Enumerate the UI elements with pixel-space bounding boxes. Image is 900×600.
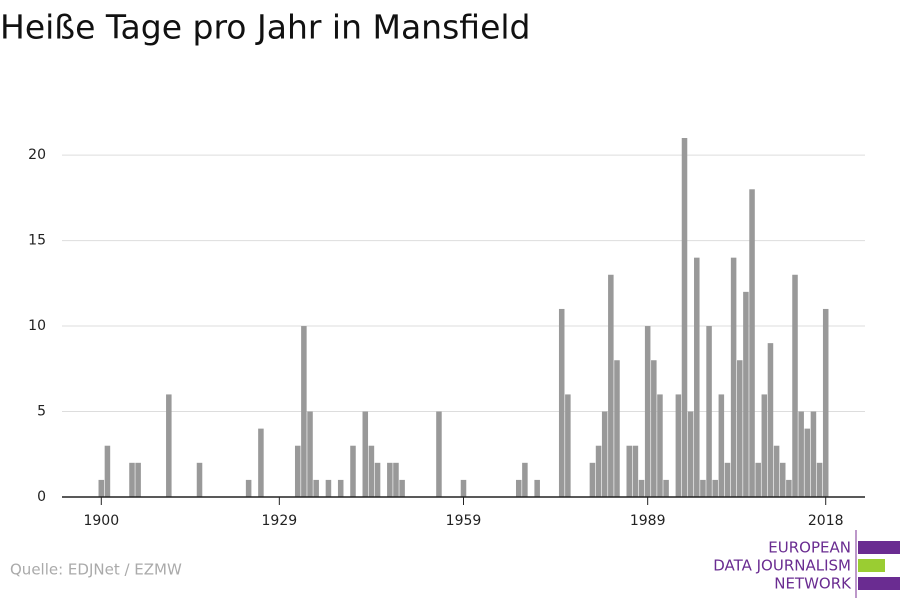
bar — [368, 445, 375, 497]
bar — [798, 411, 804, 497]
bar — [534, 479, 540, 497]
bar — [700, 479, 706, 497]
bar — [608, 274, 614, 497]
bar — [104, 445, 111, 497]
bar — [816, 462, 823, 497]
bar — [687, 411, 694, 497]
bar — [565, 394, 571, 497]
x-tick-label: 1929 — [262, 513, 298, 529]
bar — [399, 479, 405, 497]
bar — [313, 479, 319, 497]
y-tick-label: 15 — [28, 233, 46, 249]
bar — [749, 189, 755, 498]
bar — [626, 445, 633, 497]
bar — [761, 394, 768, 497]
bar — [663, 479, 669, 497]
logo-text: DATA JOURNALISM — [713, 557, 851, 575]
y-tick-label: 10 — [28, 318, 46, 334]
x-tick-label: 1989 — [630, 513, 666, 529]
bar — [638, 479, 645, 497]
bar — [325, 479, 332, 497]
bar — [694, 257, 700, 497]
bar — [337, 479, 344, 497]
bar — [779, 462, 786, 497]
bar — [387, 462, 393, 497]
bar — [362, 411, 369, 497]
bar — [558, 308, 565, 497]
bar — [301, 326, 307, 497]
bar — [730, 257, 737, 497]
bar — [712, 479, 718, 497]
bar — [632, 445, 639, 497]
chart-title: Heiße Tage pro Jahr in Mansfield — [0, 8, 531, 47]
bar — [601, 411, 608, 497]
y-tick-label: 20 — [28, 147, 46, 163]
bar — [307, 411, 313, 497]
bar — [743, 291, 749, 497]
bar — [681, 138, 688, 497]
source: Quelle: EDJNet / EZMW — [10, 561, 182, 579]
bar — [724, 462, 731, 497]
bar — [515, 479, 522, 497]
logo-bar — [858, 559, 885, 572]
logo-text: EUROPEAN — [768, 539, 851, 557]
bar — [595, 445, 602, 497]
x-tick-label: 1900 — [83, 513, 119, 529]
bar — [522, 462, 528, 497]
bar — [651, 360, 657, 497]
logo-text: NETWORK — [774, 575, 852, 593]
bar — [822, 308, 829, 497]
bar — [294, 445, 301, 497]
bar — [792, 274, 798, 497]
bar — [718, 394, 725, 497]
bar — [460, 479, 467, 497]
bar — [166, 394, 172, 497]
bar — [393, 462, 399, 497]
bar — [196, 462, 203, 497]
bar — [706, 326, 712, 497]
bar — [436, 411, 442, 497]
x-tick-label: 2018 — [808, 513, 844, 529]
bar — [755, 462, 761, 497]
y-tick-label: 5 — [37, 404, 46, 420]
bar — [374, 462, 381, 497]
bar — [589, 462, 596, 497]
bar — [767, 343, 774, 497]
bar — [350, 445, 356, 497]
bar — [135, 462, 141, 497]
bar — [675, 394, 682, 497]
logo-bar — [858, 541, 900, 554]
bar — [644, 326, 651, 497]
bar — [773, 445, 780, 497]
y-tick-label: 0 — [37, 489, 46, 505]
bar — [258, 428, 264, 497]
bar — [736, 360, 743, 497]
bar — [657, 394, 663, 497]
bar — [786, 479, 792, 497]
bar — [804, 428, 811, 497]
bar — [810, 411, 817, 497]
bar — [245, 479, 252, 497]
bar — [129, 462, 135, 497]
bar — [98, 479, 105, 497]
x-tick-label: 1959 — [446, 513, 482, 529]
bar — [614, 360, 620, 497]
logo-bar — [858, 577, 900, 590]
